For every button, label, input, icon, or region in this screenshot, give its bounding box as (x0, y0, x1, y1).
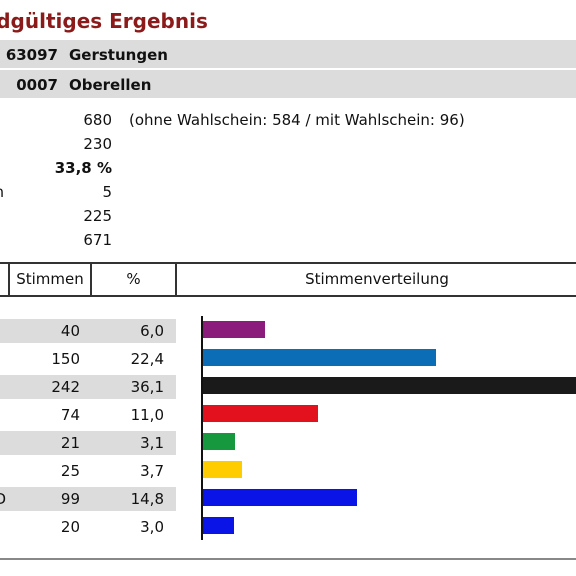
stat-note: (ohne Wahlschein: 584 / mit Wahlschein: … (129, 111, 465, 129)
bar-chart-axis (201, 316, 203, 540)
stat-value: 225 (83, 207, 112, 225)
municipality-name: Gerstungen (69, 46, 168, 64)
party-votes: 242 (51, 378, 80, 396)
party-votes: 74 (60, 406, 80, 424)
party-votes: 99 (60, 490, 80, 508)
table-bottom-divider (0, 558, 576, 560)
party-votes: 20 (60, 518, 80, 536)
party-label: D (0, 490, 6, 508)
party-votes: 150 (51, 350, 80, 368)
stat-row: 225 (0, 204, 576, 228)
stat-row: 230 (0, 132, 576, 156)
vote-share-bar (203, 461, 242, 478)
stat-value: 671 (83, 231, 112, 249)
party-percent: 22,4 (130, 350, 164, 368)
result-row: 25 3,7 (0, 459, 576, 487)
row-background (0, 431, 176, 455)
vote-share-bar (203, 321, 266, 338)
result-row: 20 3,0 (0, 515, 576, 543)
header-cell-percent: % (92, 264, 177, 295)
stat-value: 5 (102, 183, 112, 201)
vote-share-bar (203, 405, 318, 422)
party-percent: 3,1 (140, 434, 164, 452)
party-percent: 11,0 (130, 406, 164, 424)
municipality-row: 63097 Gerstungen (0, 40, 576, 68)
stat-row: 680 (ohne Wahlschein: 584 / mit Wahlschei… (0, 108, 576, 132)
stat-value: 230 (83, 135, 112, 153)
vote-share-bar (203, 489, 358, 506)
result-row: 74 11,0 (0, 403, 576, 431)
party-percent: 6,0 (140, 322, 164, 340)
row-background (0, 487, 176, 511)
party-votes: 21 (60, 434, 80, 452)
party-votes: 40 (60, 322, 80, 340)
results-table-header: Stimmen % Stimmenverteilung (0, 262, 576, 297)
vote-share-bar (203, 349, 437, 366)
result-row: D 99 14,8 (0, 487, 576, 515)
header-cell-distribution: Stimmenverteilung (305, 270, 449, 288)
party-percent: 3,7 (140, 462, 164, 480)
vote-share-bar (203, 517, 235, 534)
header-cell-label (0, 264, 10, 295)
result-row: 242 36,1 (0, 375, 576, 403)
result-row: 150 22,4 (0, 347, 576, 375)
district-code: 0007 (16, 76, 58, 94)
stat-label: n (0, 183, 4, 201)
district-name: Oberellen (69, 76, 152, 94)
stat-value: 680 (83, 111, 112, 129)
municipality-code: 63097 (5, 46, 58, 64)
party-percent: 3,0 (140, 518, 164, 536)
header-cell-votes: Stimmen (10, 264, 92, 295)
stat-row: 33,8 % (0, 156, 576, 180)
row-background (0, 375, 176, 399)
party-percent: 36,1 (130, 378, 164, 396)
stat-row: n5 (0, 180, 576, 204)
stat-row: 671 (0, 228, 576, 252)
result-row: 21 3,1 (0, 431, 576, 459)
page-title: ndgültiges Ergebnis (0, 9, 208, 33)
vote-share-bar (203, 433, 236, 450)
district-row: 0007 Oberellen (0, 70, 576, 98)
stat-value: 33,8 % (54, 159, 112, 177)
party-votes: 25 (60, 462, 80, 480)
vote-share-bar (203, 377, 576, 394)
result-row: 40 6,0 (0, 319, 576, 347)
row-background (0, 319, 176, 343)
party-percent: 14,8 (130, 490, 164, 508)
